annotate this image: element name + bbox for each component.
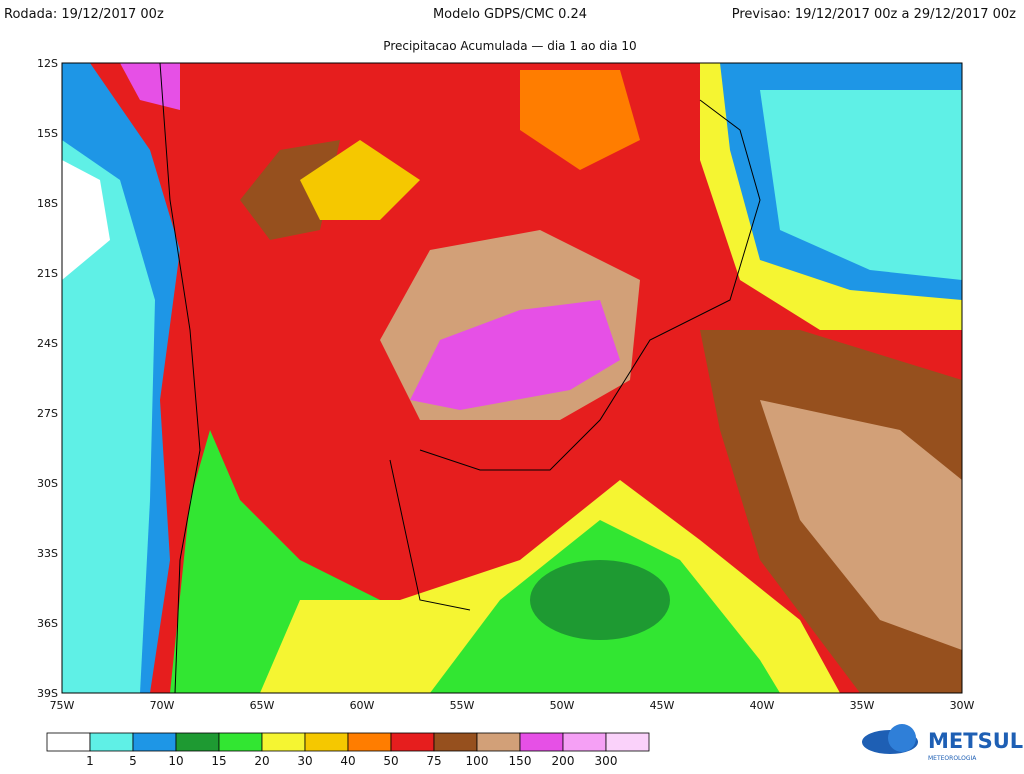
colorbar-label: 50 [383,754,398,768]
colorbar-swatch [605,732,650,752]
model-label: Modelo GDPS/CMC 0.24 [433,7,587,22]
colorbar: 1 5 10 15 20 30 40 50 75 100 150 200 300 [46,732,650,768]
lat-label: 36S [37,617,58,630]
forecast-label: Previsao: 19/12/2017 00z a 29/12/2017 00… [732,7,1016,22]
colorbar-label: 100 [466,754,489,768]
colorbar-label: 1 [86,754,94,768]
logo-icon [888,724,916,752]
colorbar-swatch [261,732,306,752]
lat-label: 39S [37,687,58,700]
lat-label: 15S [37,127,58,140]
lon-label: 70W [150,699,175,712]
lon-label: 55W [450,699,475,712]
subtitle: Precipitacao Acumulada — dia 1 ao dia 10 [383,39,636,53]
lon-label: 45W [650,699,675,712]
lon-labels: 75W 70W 65W 60W 55W 50W 45W 40W 35W 30W [50,699,975,712]
lon-label: 35W [850,699,875,712]
lat-label: 18S [37,197,58,210]
colorbar-label: 10 [168,754,183,768]
colorbar-label: 40 [340,754,355,768]
colorbar-swatch [562,732,607,752]
lon-label: 50W [550,699,575,712]
lon-label: 30W [950,699,975,712]
lon-label: 75W [50,699,75,712]
map-frame [61,62,963,694]
colorbar-label: 300 [595,754,618,768]
logo-name: METSUL [928,729,1023,753]
colorbar-label: 30 [297,754,312,768]
logo-tagline: METEOROLOGIA [928,755,977,762]
logo: METSUL METEOROLOGIA [862,724,1023,762]
lat-label: 33S [37,547,58,560]
colorbar-swatch [476,732,521,752]
lat-label: 12S [37,57,58,70]
colorbar-swatch [89,732,134,752]
colorbar-label: 75 [426,754,441,768]
run-label: Rodada: 19/12/2017 00z [4,7,164,22]
colorbar-swatch [132,732,177,752]
colorbar-label: 150 [509,754,532,768]
colorbar-label: 5 [129,754,137,768]
colorbar-label: 15 [211,754,226,768]
lat-label: 27S [37,407,58,420]
colorbar-swatch [433,732,478,752]
colorbar-swatch [347,732,392,752]
colorbar-swatch [519,732,564,752]
colorbar-swatch [218,732,263,752]
lon-label: 40W [750,699,775,712]
lon-label: 65W [250,699,275,712]
colorbar-swatch [390,732,435,752]
colorbar-label: 20 [254,754,269,768]
colorbar-swatch [175,732,220,752]
precip-map [62,63,962,693]
lat-label: 24S [37,337,58,350]
lat-label: 21S [37,267,58,280]
lat-label: 30S [37,477,58,490]
lon-label: 60W [350,699,375,712]
colorbar-swatch [304,732,349,752]
colorbar-swatch [46,732,91,752]
lat-labels: 12S 15S 18S 21S 24S 27S 30S 33S 36S 39S [37,57,58,700]
colorbar-label: 200 [552,754,575,768]
